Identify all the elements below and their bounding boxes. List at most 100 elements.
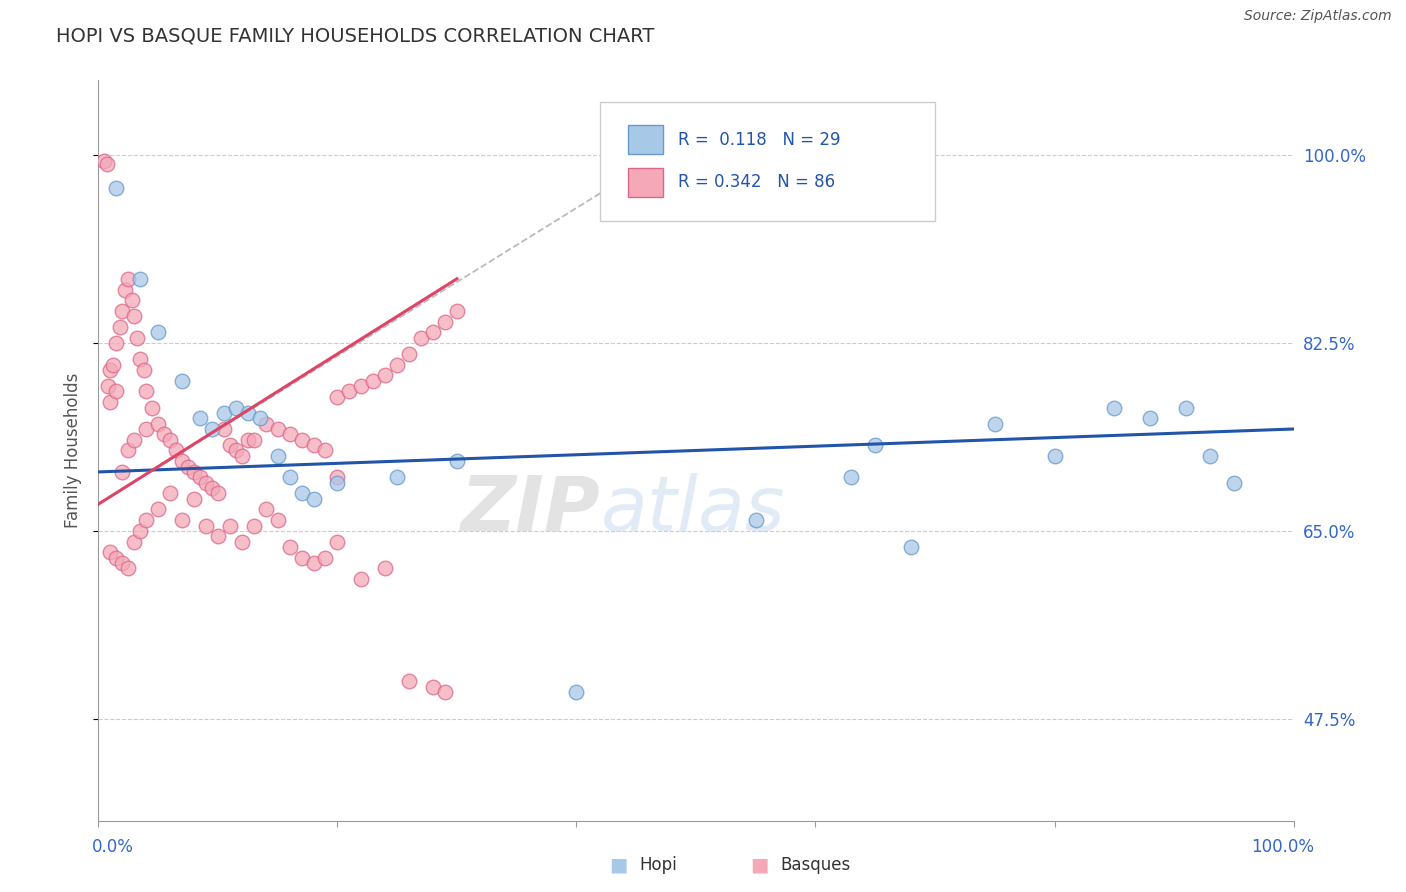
- Point: [745, 513, 768, 527]
- FancyBboxPatch shape: [600, 103, 935, 221]
- Text: R = 0.342   N = 86: R = 0.342 N = 86: [678, 173, 835, 192]
- Point: [195, 475, 218, 490]
- Point: [183, 491, 205, 506]
- Point: [398, 674, 420, 689]
- Text: HOPI VS BASQUE FAMILY HOUSEHOLDS CORRELATION CHART: HOPI VS BASQUE FAMILY HOUSEHOLDS CORRELA…: [56, 27, 655, 45]
- Point: [1043, 449, 1066, 463]
- Point: [315, 443, 337, 458]
- Point: [96, 157, 118, 171]
- Point: [411, 331, 433, 345]
- Point: [350, 572, 373, 586]
- Point: [188, 411, 211, 425]
- Point: [172, 454, 194, 468]
- Point: [129, 524, 152, 538]
- Point: [326, 390, 349, 404]
- Point: [984, 417, 1007, 431]
- Text: Basques: Basques: [780, 856, 851, 874]
- Point: [278, 470, 301, 484]
- Point: [108, 320, 131, 334]
- Point: [153, 427, 176, 442]
- Point: [1139, 411, 1161, 425]
- Point: [183, 465, 205, 479]
- Point: [326, 534, 349, 549]
- Point: [315, 550, 337, 565]
- Point: [101, 358, 124, 372]
- Point: [93, 153, 115, 168]
- Point: [117, 443, 139, 458]
- Point: [291, 486, 314, 500]
- Point: [422, 326, 444, 340]
- Point: [291, 550, 314, 565]
- Point: [219, 518, 242, 533]
- Point: [159, 486, 181, 500]
- Point: [225, 443, 247, 458]
- Point: [97, 379, 120, 393]
- Point: [177, 459, 200, 474]
- Point: [254, 417, 277, 431]
- Point: [98, 545, 122, 559]
- Text: atlas: atlas: [600, 473, 785, 547]
- Point: [129, 352, 152, 367]
- Point: [201, 481, 224, 495]
- Point: [565, 685, 588, 699]
- Point: [326, 470, 349, 484]
- Point: [124, 310, 146, 324]
- Point: [900, 540, 922, 554]
- Point: [117, 272, 139, 286]
- Point: [159, 433, 181, 447]
- Text: 0.0%: 0.0%: [91, 838, 134, 855]
- Point: [111, 304, 134, 318]
- Text: 100.0%: 100.0%: [1251, 838, 1315, 855]
- Point: [236, 433, 259, 447]
- Point: [172, 374, 194, 388]
- Text: Source: ZipAtlas.com: Source: ZipAtlas.com: [1244, 9, 1392, 23]
- Point: [165, 443, 187, 458]
- Point: [249, 411, 271, 425]
- Point: [385, 470, 409, 484]
- Point: [225, 401, 247, 415]
- Point: [105, 550, 128, 565]
- Point: [302, 556, 325, 570]
- Point: [141, 401, 163, 415]
- Point: [117, 561, 139, 575]
- Point: [1199, 449, 1222, 463]
- Point: [207, 486, 229, 500]
- Point: [385, 358, 409, 372]
- Point: [201, 422, 224, 436]
- Point: [446, 304, 468, 318]
- Point: [125, 331, 148, 345]
- Point: [172, 513, 194, 527]
- Point: [254, 502, 277, 516]
- Point: [207, 529, 229, 543]
- Point: [135, 384, 157, 399]
- Point: [98, 395, 122, 409]
- Point: [129, 272, 152, 286]
- Point: [243, 518, 266, 533]
- Point: [243, 433, 266, 447]
- Point: [865, 438, 887, 452]
- FancyBboxPatch shape: [628, 125, 662, 154]
- Point: [339, 384, 361, 399]
- Point: [841, 470, 863, 484]
- Point: [236, 406, 259, 420]
- Point: [105, 180, 128, 194]
- Point: [124, 534, 146, 549]
- Text: ZIP: ZIP: [461, 473, 600, 547]
- Point: [135, 422, 157, 436]
- Point: [132, 363, 155, 377]
- Text: Hopi: Hopi: [640, 856, 678, 874]
- Point: [278, 540, 301, 554]
- Point: [1175, 401, 1198, 415]
- Point: [98, 363, 122, 377]
- Text: ■: ■: [609, 855, 628, 875]
- Point: [350, 379, 373, 393]
- Text: ■: ■: [749, 855, 769, 875]
- Point: [374, 561, 396, 575]
- Point: [302, 491, 325, 506]
- Point: [148, 502, 170, 516]
- FancyBboxPatch shape: [628, 168, 662, 197]
- Point: [231, 534, 253, 549]
- Point: [121, 293, 143, 308]
- Point: [267, 513, 290, 527]
- Point: [278, 427, 301, 442]
